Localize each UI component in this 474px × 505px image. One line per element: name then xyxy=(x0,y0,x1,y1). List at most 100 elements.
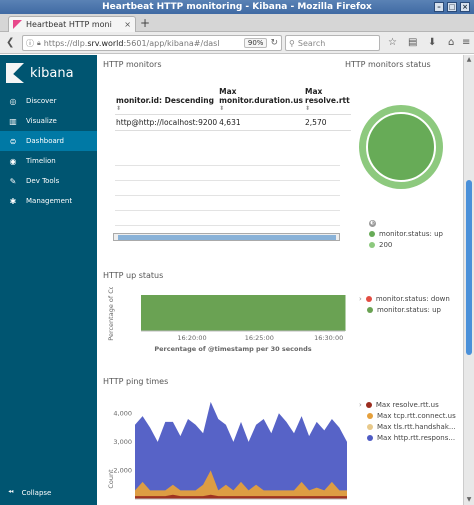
wrench-icon: ✎ xyxy=(9,176,17,186)
status-pie-chart[interactable] xyxy=(359,105,443,189)
status-pie-inner[interactable] xyxy=(366,112,436,182)
window-title: Heartbeat HTTP monitoring - Kibana - Moz… xyxy=(102,2,372,12)
tab-close-icon[interactable]: × xyxy=(124,20,131,29)
x-axis-label: Percentage of @timestamp per 30 seconds xyxy=(154,345,311,353)
up-status-legend: › monitor.status: down monitor.status: up xyxy=(359,295,450,317)
kibana-brand[interactable]: kibana xyxy=(0,55,97,91)
legend-dot xyxy=(365,402,372,408)
bar-chart-icon: ▥ xyxy=(9,116,17,126)
y-tick-label: 3,000 xyxy=(113,438,132,446)
dashboard-icon: ⊜ xyxy=(9,136,17,146)
scroll-down-icon[interactable]: ▼ xyxy=(466,496,472,503)
dashboard-main: HTTP monitors monitor.id: Descending ⬍ Ma… xyxy=(97,55,463,505)
sidebar-item-dashboard[interactable]: ⊜ Dashboard xyxy=(0,131,97,151)
table-horizontal-scrollbar[interactable] xyxy=(113,233,340,241)
legend-collapse-icon: › xyxy=(359,401,362,409)
legend-dot xyxy=(367,413,373,419)
x-tick-label: 16:30:00 xyxy=(314,334,343,342)
scroll-up-icon[interactable]: ▲ xyxy=(466,56,472,63)
zoom-level[interactable]: 90% xyxy=(243,38,268,48)
brand-name: kibana xyxy=(30,65,74,81)
legend-item[interactable]: › monitor.status: down xyxy=(359,295,450,303)
monitors-table: monitor.id: Descending ⬍ Max monitor.dura… xyxy=(115,85,351,131)
panel-title-up-status: HTTP up status xyxy=(103,271,164,280)
sidebar-item-label: Timelion xyxy=(26,157,56,165)
table-row: http@http://localhost:9200 4,631 2,570 xyxy=(115,114,351,131)
legend-toggle-icon[interactable]: ◐ xyxy=(369,220,376,227)
navigation-toolbar: ❮ ⓘ 🔒︎ https://dlp.srv.world:5601/app/ki… xyxy=(0,32,474,54)
browser-tab[interactable]: Heartbeat HTTP moni × xyxy=(8,16,136,32)
sort-icon: ⬍ xyxy=(116,105,122,112)
sidebar-item-discover[interactable]: ◎ Discover xyxy=(0,91,97,111)
kibana-favicon-icon xyxy=(13,20,22,29)
info-icon[interactable]: ⓘ xyxy=(26,38,34,48)
window-title-bar: Heartbeat HTTP monitoring - Kibana - Moz… xyxy=(0,0,474,14)
back-icon[interactable]: ❮ xyxy=(6,37,15,48)
sidebar-item-timelion[interactable]: ◉ Timelion xyxy=(0,151,97,171)
new-tab-button[interactable]: + xyxy=(140,16,151,30)
menu-icon[interactable]: ≡ xyxy=(462,37,471,48)
kibana-sidebar: kibana ◎ Discover ▥ Visualize ⊜ Dashboar… xyxy=(0,55,97,505)
search-bar[interactable]: ⚲ Search xyxy=(285,35,380,51)
star-icon[interactable]: ☆ xyxy=(388,37,397,48)
home-icon[interactable]: ⌂ xyxy=(448,37,455,48)
legend-dot xyxy=(365,296,372,302)
kibana-logo-icon xyxy=(6,63,24,83)
legend-item[interactable]: monitor.status: up xyxy=(359,306,450,314)
x-tick-label: 16:25:00 xyxy=(245,334,274,342)
sidebar-item-label: Dev Tools xyxy=(26,177,60,185)
area-series xyxy=(135,494,347,499)
sidebar-item-label: Discover xyxy=(26,97,57,105)
column-header[interactable]: Max monitor.duration.us ⬍ xyxy=(219,87,304,112)
sidebar-item-visualize[interactable]: ▥ Visualize xyxy=(0,111,97,131)
sidebar-item-label: Dashboard xyxy=(26,137,64,145)
panel-title-monitors-status: HTTP monitors status xyxy=(345,60,431,69)
legend-item[interactable]: › Max resolve.rtt.us xyxy=(359,401,439,409)
bar-up xyxy=(209,295,278,331)
minimize-button[interactable]: – xyxy=(434,2,444,12)
collapse-label: Collapse xyxy=(21,488,52,497)
scrollbar-thumb[interactable] xyxy=(118,235,336,240)
legend-item[interactable]: 200 xyxy=(369,241,443,249)
collapse-button[interactable]: ⏪︎ Collapse xyxy=(8,488,51,497)
search-icon: ⚲ xyxy=(289,38,295,48)
collapse-icon: ⏪︎ xyxy=(8,488,14,496)
legend-collapse-icon: › xyxy=(359,295,362,303)
legend-item[interactable]: Max tcp.rtt.connect.us xyxy=(359,412,456,420)
close-window-button[interactable]: × xyxy=(460,2,470,12)
url-bar[interactable]: ⓘ 🔒︎ https://dlp.srv.world:5601/app/kiba… xyxy=(22,35,282,51)
download-icon[interactable]: ⬇ xyxy=(428,37,437,48)
reload-icon[interactable]: ↻ xyxy=(270,38,278,48)
tab-strip: Heartbeat HTTP moni × + xyxy=(0,14,474,32)
column-header[interactable]: Max resolve.rtt ⬍ xyxy=(305,87,350,112)
url-text[interactable]: https://dlp.srv.world:5601/app/kibana#/d… xyxy=(43,38,220,48)
column-header[interactable]: monitor.id: Descending ⬍ xyxy=(115,85,218,115)
legend-item[interactable]: Max tls.rtt.handshak... xyxy=(359,423,456,431)
maximize-button[interactable]: □ xyxy=(447,2,457,12)
page-scrollbar[interactable]: ▲ ▼ xyxy=(463,55,474,505)
gear-icon: ✱ xyxy=(9,196,17,206)
clipboard-icon[interactable]: ▤ xyxy=(408,37,418,48)
panel-title-http-monitors: HTTP monitors xyxy=(103,60,162,69)
legend-item[interactable]: Max http.rtt.respons... xyxy=(359,434,456,442)
timelion-icon: ◉ xyxy=(9,156,17,166)
sidebar-item-dev-tools[interactable]: ✎ Dev Tools xyxy=(0,171,97,191)
search-placeholder: Search xyxy=(297,38,326,48)
table-cell: 4,631 xyxy=(218,114,305,131)
table-cell[interactable]: http@http://localhost:9200 xyxy=(115,114,219,131)
tab-title: Heartbeat HTTP moni xyxy=(26,20,112,29)
legend-dot xyxy=(367,435,373,441)
y-tick-label: 2,000 xyxy=(113,466,132,474)
up-status-chart[interactable]: Percentage of Co 16:20:00 16:25:00 16:30:00… xyxy=(105,287,355,359)
legend-dot xyxy=(369,231,375,237)
legend-item[interactable]: monitor.status: up xyxy=(369,230,443,238)
sidebar-item-management[interactable]: ✱ Management xyxy=(0,191,97,211)
legend-dot xyxy=(367,307,373,313)
compass-icon: ◎ xyxy=(9,96,17,106)
sidebar-item-label: Management xyxy=(26,197,73,205)
x-tick-label: 16:20:00 xyxy=(177,334,206,342)
bar-up xyxy=(141,295,210,331)
y-axis-label: Count xyxy=(107,469,115,489)
scrollbar-thumb[interactable] xyxy=(466,180,472,355)
